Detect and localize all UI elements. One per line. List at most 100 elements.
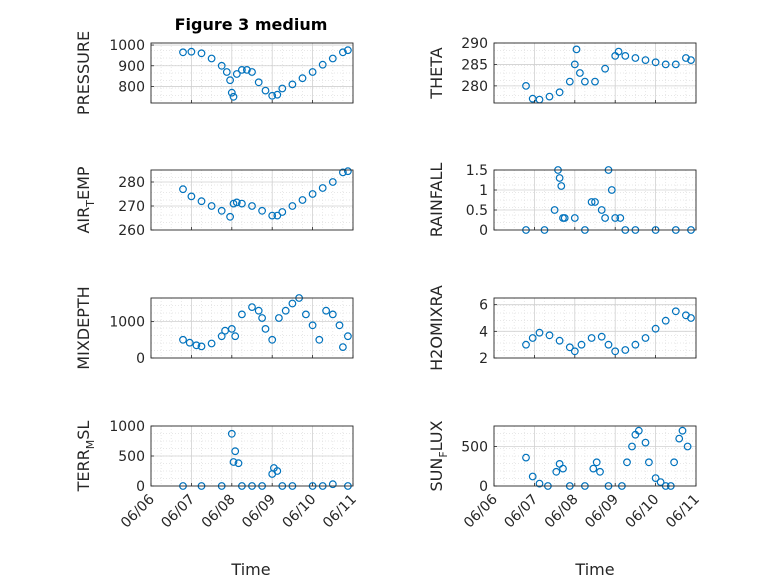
data-point bbox=[570, 60, 579, 69]
y-tick-label: 900 bbox=[118, 59, 145, 75]
data-point bbox=[179, 185, 187, 194]
data-point bbox=[621, 52, 630, 60]
y-tick-label: 2 bbox=[479, 351, 488, 367]
data-point bbox=[237, 199, 246, 208]
data-point bbox=[273, 90, 282, 99]
data-point bbox=[217, 206, 226, 215]
x-axis-label-left: Time bbox=[230, 560, 270, 579]
data-point bbox=[552, 467, 561, 476]
data-point bbox=[229, 92, 238, 101]
data-point bbox=[631, 340, 640, 349]
data-point bbox=[227, 88, 236, 97]
data-point bbox=[229, 199, 238, 208]
data-point bbox=[589, 464, 598, 473]
data-point bbox=[185, 338, 194, 347]
y-tick-label: 0 bbox=[136, 351, 145, 367]
data-point bbox=[278, 208, 287, 216]
y-axis-label: AIRTEMP bbox=[74, 166, 97, 233]
data-point bbox=[261, 86, 270, 95]
data-point bbox=[197, 197, 206, 206]
y-axis-label: TERRMSL bbox=[74, 421, 97, 493]
y-tick-label: 280 bbox=[461, 79, 488, 95]
data-point bbox=[641, 56, 650, 64]
data-point bbox=[678, 426, 687, 435]
data-point bbox=[687, 314, 695, 322]
data-point bbox=[288, 80, 297, 89]
data-point bbox=[522, 81, 530, 90]
data-point bbox=[298, 196, 307, 204]
data-point bbox=[596, 467, 604, 476]
y-tick-label: 270 bbox=[118, 199, 145, 215]
y-tick-label: 0 bbox=[479, 223, 488, 239]
data-point bbox=[315, 335, 324, 344]
data-point bbox=[179, 335, 187, 344]
y-tick-label: 0.5 bbox=[466, 203, 488, 219]
data-point bbox=[308, 321, 317, 330]
data-point bbox=[545, 331, 554, 340]
data-point bbox=[328, 178, 337, 186]
data-point bbox=[656, 478, 665, 487]
data-point bbox=[229, 458, 238, 466]
data-point bbox=[339, 168, 347, 177]
data-point bbox=[254, 306, 263, 315]
axes-box bbox=[150, 169, 354, 231]
data-point bbox=[545, 92, 554, 101]
data-point bbox=[207, 339, 216, 348]
y-tick-label: 800 bbox=[118, 79, 145, 95]
data-point bbox=[671, 60, 680, 69]
data-point bbox=[237, 310, 246, 319]
data-point bbox=[555, 336, 564, 345]
data-point bbox=[187, 192, 196, 201]
y-tick-label: 260 bbox=[118, 223, 145, 239]
data-point bbox=[227, 429, 236, 438]
data-point bbox=[197, 342, 206, 351]
data-point bbox=[616, 214, 625, 222]
data-point bbox=[528, 472, 537, 481]
data-point bbox=[268, 335, 277, 344]
data-point bbox=[278, 84, 287, 93]
figure-title: Figure 3 medium bbox=[175, 15, 328, 34]
data-point bbox=[288, 299, 297, 308]
data-point bbox=[268, 91, 277, 100]
data-point bbox=[682, 54, 690, 62]
data-point bbox=[651, 324, 660, 333]
subplot-rainfall: 0 0.5 1 1.5 RAINFALL bbox=[427, 163, 697, 239]
data-point bbox=[217, 61, 226, 70]
data-point bbox=[234, 459, 243, 468]
axes-box bbox=[493, 297, 697, 359]
data-point bbox=[565, 77, 574, 86]
data-point bbox=[273, 467, 282, 475]
axes-box bbox=[150, 297, 354, 359]
data-point bbox=[268, 211, 277, 220]
data-point bbox=[308, 68, 317, 76]
y-tick-label: 1.5 bbox=[466, 163, 488, 179]
data-point bbox=[281, 306, 290, 315]
data-point bbox=[328, 54, 337, 63]
axes-box bbox=[493, 425, 697, 487]
subplot-air-temp: 260 270 280 AIRTEMP bbox=[74, 166, 354, 239]
data-point bbox=[322, 306, 331, 315]
data-point bbox=[522, 453, 530, 462]
data-point bbox=[683, 442, 692, 451]
data-point bbox=[555, 174, 564, 182]
data-point bbox=[222, 68, 231, 76]
data-point bbox=[197, 49, 206, 58]
y-axis-label: THETA bbox=[427, 47, 446, 99]
data-point bbox=[258, 206, 267, 215]
data-point bbox=[335, 321, 344, 330]
subplot-mixdepth: 0 1000 MIXDEPTH bbox=[74, 286, 354, 370]
data-point bbox=[344, 46, 352, 55]
data-point bbox=[535, 328, 544, 337]
data-point bbox=[187, 47, 196, 56]
data-point bbox=[581, 77, 589, 86]
data-point bbox=[308, 190, 317, 198]
data-point bbox=[607, 186, 616, 194]
data-point bbox=[318, 60, 327, 69]
data-point bbox=[231, 447, 240, 456]
y-axis-label: H2OMIXRA bbox=[427, 285, 446, 371]
data-point bbox=[207, 202, 216, 210]
data-point bbox=[641, 438, 650, 447]
data-point bbox=[339, 343, 347, 352]
data-point bbox=[601, 64, 609, 73]
